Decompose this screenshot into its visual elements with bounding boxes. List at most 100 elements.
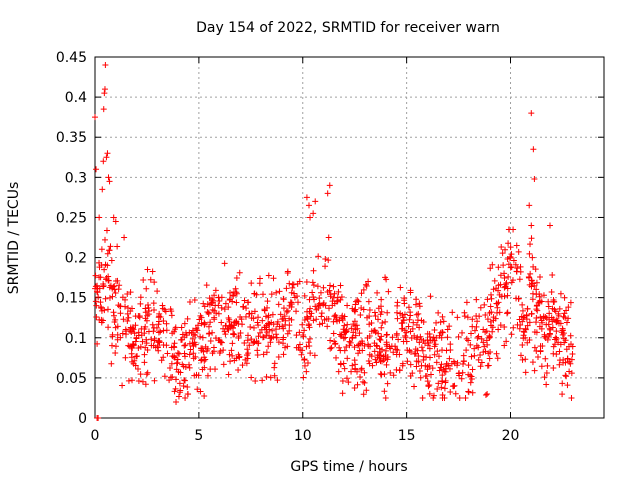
data-point bbox=[343, 344, 350, 351]
data-point bbox=[137, 343, 144, 350]
data-point bbox=[343, 375, 350, 382]
data-point bbox=[92, 283, 99, 290]
data-point bbox=[416, 368, 423, 375]
data-point bbox=[449, 309, 456, 316]
data-point bbox=[254, 319, 261, 326]
data-point bbox=[181, 353, 188, 360]
data-point bbox=[413, 296, 420, 303]
data-point bbox=[438, 334, 445, 341]
data-point bbox=[310, 282, 317, 289]
data-point bbox=[424, 378, 431, 385]
data-point bbox=[307, 214, 314, 221]
y-tick-label: 0.4 bbox=[65, 90, 87, 106]
data-point bbox=[216, 298, 223, 305]
data-point bbox=[458, 375, 465, 382]
data-point bbox=[501, 270, 508, 277]
data-point bbox=[352, 322, 359, 329]
data-point bbox=[306, 296, 313, 303]
data-point bbox=[176, 380, 183, 387]
data-point bbox=[345, 379, 352, 386]
data-point bbox=[536, 299, 543, 306]
x-tick-label: 10 bbox=[294, 428, 312, 444]
data-point bbox=[510, 257, 517, 264]
data-point bbox=[494, 355, 501, 362]
data-point bbox=[508, 331, 515, 338]
data-point bbox=[175, 368, 182, 375]
data-point bbox=[469, 316, 476, 323]
data-point bbox=[173, 398, 180, 405]
data-point bbox=[526, 202, 533, 209]
data-point bbox=[382, 394, 389, 401]
data-point bbox=[563, 319, 570, 326]
data-point bbox=[303, 313, 310, 320]
data-point bbox=[150, 300, 157, 307]
data-point bbox=[229, 340, 236, 347]
data-point bbox=[366, 307, 373, 314]
data-point bbox=[145, 311, 152, 318]
data-point bbox=[397, 310, 404, 317]
data-point bbox=[360, 286, 367, 293]
data-point bbox=[390, 349, 397, 356]
data-point bbox=[225, 326, 232, 333]
data-point bbox=[250, 315, 257, 322]
data-point bbox=[559, 380, 566, 387]
data-point bbox=[114, 323, 121, 330]
data-point bbox=[94, 282, 101, 289]
data-point bbox=[445, 362, 452, 369]
data-point bbox=[405, 323, 412, 330]
data-point bbox=[394, 302, 401, 309]
y-tick-label: 0.2 bbox=[65, 251, 87, 267]
data-point bbox=[109, 333, 116, 340]
data-point bbox=[307, 305, 314, 312]
data-point bbox=[501, 324, 508, 331]
data-point bbox=[98, 316, 105, 323]
data-point bbox=[96, 285, 103, 292]
data-point bbox=[262, 313, 269, 320]
data-point bbox=[419, 394, 426, 401]
data-point bbox=[441, 385, 448, 392]
data-point bbox=[463, 299, 470, 306]
data-point bbox=[399, 360, 406, 367]
data-point bbox=[315, 253, 322, 260]
data-point bbox=[439, 378, 446, 385]
data-point bbox=[529, 280, 536, 287]
data-point bbox=[147, 276, 154, 283]
x-axis-label: GPS time / hours bbox=[290, 459, 407, 475]
data-point bbox=[143, 371, 150, 378]
data-point bbox=[261, 306, 268, 313]
data-point bbox=[393, 346, 400, 353]
data-point bbox=[241, 339, 248, 346]
data-point bbox=[338, 314, 345, 321]
data-point bbox=[269, 327, 276, 334]
data-point bbox=[487, 303, 494, 310]
data-point bbox=[229, 352, 236, 359]
data-point bbox=[99, 186, 106, 193]
data-point bbox=[532, 266, 539, 273]
data-point bbox=[296, 329, 303, 336]
data-point bbox=[93, 166, 100, 173]
data-point bbox=[325, 234, 332, 241]
data-point bbox=[149, 268, 156, 275]
data-point bbox=[394, 347, 401, 354]
data-point bbox=[205, 310, 212, 317]
data-point bbox=[104, 306, 111, 313]
data-point bbox=[540, 292, 547, 299]
data-point bbox=[505, 240, 512, 247]
data-point bbox=[406, 316, 413, 323]
data-point bbox=[229, 298, 236, 305]
data-point bbox=[218, 319, 225, 326]
data-point bbox=[187, 346, 194, 353]
data-point bbox=[565, 304, 572, 311]
data-point bbox=[349, 362, 356, 369]
data-point bbox=[110, 312, 117, 319]
data-point bbox=[108, 257, 115, 264]
data-point bbox=[174, 356, 181, 363]
data-point bbox=[486, 334, 493, 341]
data-point bbox=[129, 377, 136, 384]
data-point bbox=[181, 320, 188, 327]
data-point bbox=[220, 347, 227, 354]
data-point bbox=[474, 335, 481, 342]
data-point bbox=[180, 383, 187, 390]
data-point bbox=[100, 282, 107, 289]
data-point bbox=[553, 335, 560, 342]
